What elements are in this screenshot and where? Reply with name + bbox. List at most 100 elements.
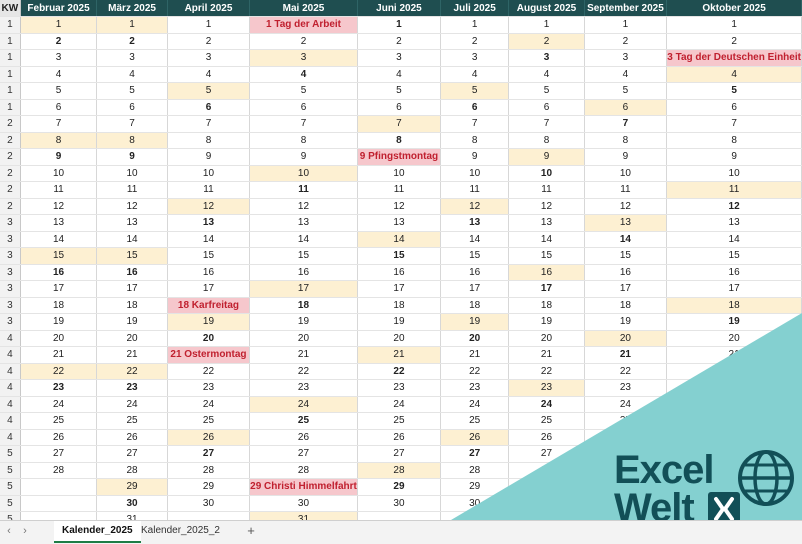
day-cell[interactable]: 13 <box>96 214 168 232</box>
day-cell[interactable]: 6 <box>249 99 358 116</box>
day-cell[interactable]: 22 <box>249 363 358 380</box>
day-cell[interactable]: 12 <box>357 198 442 215</box>
day-cell[interactable]: 10 <box>666 165 802 182</box>
day-cell[interactable]: 14 <box>584 231 668 248</box>
kw-cell[interactable]: 3 <box>0 214 21 232</box>
kw-cell[interactable]: 3 <box>0 264 21 281</box>
day-cell[interactable]: 5 <box>584 82 668 100</box>
day-cell[interactable]: 25 <box>249 412 358 430</box>
day-cell[interactable]: 17 <box>20 280 98 298</box>
day-cell[interactable]: 8 <box>20 132 98 149</box>
tab-scroll-right-button[interactable]: › <box>23 525 27 537</box>
day-cell[interactable]: 4 <box>20 66 98 83</box>
day-cell[interactable]: 19 <box>96 313 168 331</box>
day-cell[interactable]: 1 <box>357 16 442 34</box>
kw-header[interactable]: KW <box>0 0 21 17</box>
day-cell[interactable]: 17 <box>357 280 442 298</box>
day-cell[interactable]: 6 <box>167 99 251 116</box>
tab-kalender-2025-2[interactable]: Kalender_2025_2 <box>141 525 220 536</box>
day-cell[interactable]: 6 <box>666 99 802 116</box>
day-cell[interactable]: 14 <box>249 231 358 248</box>
day-cell[interactable]: 17 <box>584 280 668 298</box>
holiday-cell[interactable]: 1 Tag der Arbeit <box>249 16 358 34</box>
holiday-cell[interactable]: 29 Christi Himmelfahrt <box>249 478 358 496</box>
day-cell[interactable]: 2 <box>96 33 168 50</box>
tab-kalender-2025[interactable]: Kalender_2025 <box>54 521 141 543</box>
day-cell[interactable]: 12 <box>666 198 802 215</box>
day-cell[interactable]: 6 <box>584 99 668 116</box>
kw-cell[interactable]: 5 <box>0 511 21 520</box>
day-cell[interactable]: 15 <box>249 247 358 265</box>
day-cell[interactable]: 1 <box>584 16 668 34</box>
day-cell[interactable]: 8 <box>249 132 358 149</box>
kw-cell[interactable]: 3 <box>0 297 21 314</box>
day-cell[interactable]: 7 <box>167 115 251 133</box>
day-cell[interactable]: 18 <box>249 297 358 314</box>
kw-cell[interactable]: 3 <box>0 280 21 298</box>
day-cell[interactable]: 25 <box>20 412 98 430</box>
holiday-cell[interactable]: 21 Ostermontag <box>167 346 251 364</box>
kw-cell[interactable]: 2 <box>0 165 21 182</box>
day-cell[interactable]: 4 <box>584 66 668 83</box>
day-cell[interactable]: 4 <box>440 66 510 83</box>
day-cell[interactable]: 9 <box>440 148 510 166</box>
day-cell[interactable]: 13 <box>357 214 442 232</box>
day-cell[interactable]: 14 <box>666 231 802 248</box>
day-cell[interactable]: 8 <box>508 132 585 149</box>
day-cell[interactable]: 5 <box>167 82 251 100</box>
month-header[interactable]: Februar 2025 <box>20 0 98 17</box>
day-cell[interactable]: 10 <box>20 165 98 182</box>
day-cell[interactable]: 3 <box>508 49 585 67</box>
day-cell[interactable]: 23 <box>167 379 251 397</box>
day-cell[interactable]: 30 <box>249 495 358 512</box>
day-cell[interactable]: 14 <box>167 231 251 248</box>
day-cell[interactable]: 12 <box>249 198 358 215</box>
day-cell[interactable]: 7 <box>508 115 585 133</box>
day-cell[interactable]: 11 <box>96 181 168 199</box>
day-cell[interactable]: 3 <box>96 49 168 67</box>
day-cell[interactable]: 28 <box>96 462 168 479</box>
day-cell[interactable]: 11 <box>440 181 510 199</box>
day-cell[interactable]: 5 <box>666 82 802 100</box>
day-cell[interactable]: 10 <box>440 165 510 182</box>
day-cell[interactable]: 18 <box>357 297 442 314</box>
day-cell[interactable]: 10 <box>584 165 668 182</box>
day-cell[interactable]: 8 <box>96 132 168 149</box>
day-cell[interactable]: 18 <box>440 297 510 314</box>
day-cell[interactable]: 1 <box>96 16 168 34</box>
day-cell[interactable]: 3 <box>357 49 442 67</box>
holiday-cell[interactable]: 9 Pfingstmontag <box>357 148 442 166</box>
day-cell[interactable]: 5 <box>20 82 98 100</box>
day-cell[interactable]: 4 <box>249 66 358 83</box>
empty-cell[interactable] <box>20 511 98 520</box>
day-cell[interactable]: 24 <box>20 396 98 413</box>
day-cell[interactable]: 27 <box>249 445 358 463</box>
day-cell[interactable]: 11 <box>584 181 668 199</box>
day-cell[interactable]: 6 <box>508 99 585 116</box>
day-cell[interactable]: 23 <box>20 379 98 397</box>
day-cell[interactable]: 10 <box>167 165 251 182</box>
day-cell[interactable]: 13 <box>440 214 510 232</box>
month-header[interactable]: März 2025 <box>96 0 168 17</box>
kw-cell[interactable]: 5 <box>0 495 21 512</box>
day-cell[interactable]: 18 <box>666 297 802 314</box>
day-cell[interactable]: 2 <box>167 33 251 50</box>
day-cell[interactable]: 7 <box>96 115 168 133</box>
day-cell[interactable]: 5 <box>357 82 442 100</box>
kw-cell[interactable]: 4 <box>0 429 21 446</box>
day-cell[interactable]: 17 <box>440 280 510 298</box>
day-cell[interactable]: 29 <box>167 478 251 496</box>
month-header[interactable]: Juli 2025 <box>440 0 510 17</box>
day-cell[interactable]: 7 <box>584 115 668 133</box>
day-cell[interactable]: 17 <box>508 280 585 298</box>
day-cell[interactable]: 12 <box>508 198 585 215</box>
day-cell[interactable]: 15 <box>167 247 251 265</box>
day-cell[interactable]: 21 <box>249 346 358 364</box>
day-cell[interactable]: 16 <box>440 264 510 281</box>
day-cell[interactable]: 16 <box>96 264 168 281</box>
day-cell[interactable]: 5 <box>508 82 585 100</box>
day-cell[interactable]: 3 <box>167 49 251 67</box>
kw-cell[interactable]: 1 <box>0 16 21 34</box>
day-cell[interactable]: 9 <box>584 148 668 166</box>
day-cell[interactable]: 3 <box>249 49 358 67</box>
